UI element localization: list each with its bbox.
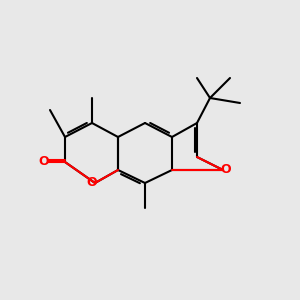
Text: O: O [221, 164, 231, 176]
Text: O: O [87, 176, 97, 190]
Text: O: O [38, 155, 49, 169]
